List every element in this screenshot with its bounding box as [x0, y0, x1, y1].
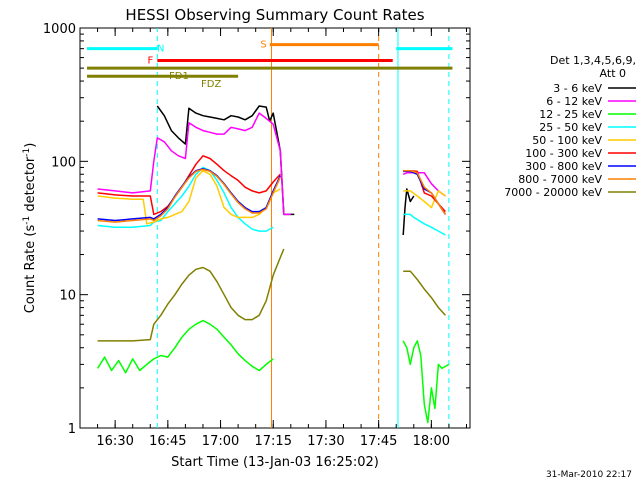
x-axis-label: Start Time (13-Jan-03 16:25:02)	[171, 455, 379, 470]
interval-label: N	[157, 44, 164, 55]
series-line	[402, 340, 450, 424]
series-line	[156, 105, 295, 216]
series-lines	[96, 105, 450, 424]
x-tick-label: 18:00	[413, 434, 450, 449]
y-axis-label: Count Rate (s-1 detector-1)	[22, 143, 38, 314]
x-tick-label: 17:30	[307, 434, 344, 449]
plot-area-border	[79, 27, 471, 429]
x-tick-label: 17:00	[202, 434, 239, 449]
series-line	[403, 190, 446, 209]
series-line	[97, 112, 291, 216]
legend-entry-label: 12 - 25 keV	[539, 108, 602, 121]
legend-header-line2: Att 0	[600, 67, 626, 80]
y-tick-label: 1	[68, 422, 76, 437]
legend-entry-label: 7000 - 20000 keV	[504, 186, 602, 199]
legend-entry-label: 800 - 7000 keV	[518, 173, 602, 186]
legend-entry-label: 300 - 800 keV	[525, 160, 602, 173]
x-tick-label: 16:30	[96, 434, 133, 449]
y-tick-label: 10	[59, 289, 76, 304]
legend-entry-label: 25 - 50 keV	[539, 121, 602, 134]
legend-entry-label: 50 - 100 keV	[532, 134, 602, 147]
chart-title: HESSI Observing Summary Count Rates	[125, 6, 424, 24]
series-line	[402, 188, 415, 236]
legend-entry-label: 100 - 300 keV	[525, 147, 602, 160]
legend-entry-label: 3 - 6 keV	[553, 82, 602, 95]
legend-header-line1: Det 1,3,4,5,6,9,	[550, 54, 636, 67]
x-tick-label: 17:15	[255, 434, 292, 449]
series-line	[97, 248, 285, 342]
series-line	[403, 213, 446, 236]
y-tick-label: 1000	[43, 22, 76, 37]
x-tick-label: 16:45	[149, 434, 186, 449]
interval-label: S	[260, 40, 266, 51]
series-line	[97, 168, 281, 223]
series-line	[403, 270, 446, 316]
interval-bars: NSFFD1FDZ	[87, 40, 453, 90]
x-tick-label: 17:45	[360, 434, 397, 449]
plot-frame	[79, 27, 471, 429]
axes: 16:30 16:45 17:00 17:15 17:30 17:45 18:00 1 10 10…	[43, 22, 470, 449]
interval-label: FDZ	[201, 79, 221, 90]
series-line	[96, 319, 274, 374]
plot-timestamp: 31-Mar-2010 22:17	[546, 470, 632, 480]
series-line	[97, 155, 281, 216]
interval-label: F	[148, 56, 154, 67]
series-line	[403, 169, 447, 215]
legend-entry-label: 6 - 12 keV	[546, 95, 602, 108]
vertical-markers	[156, 28, 450, 428]
y-tick-label: 100	[51, 155, 76, 170]
